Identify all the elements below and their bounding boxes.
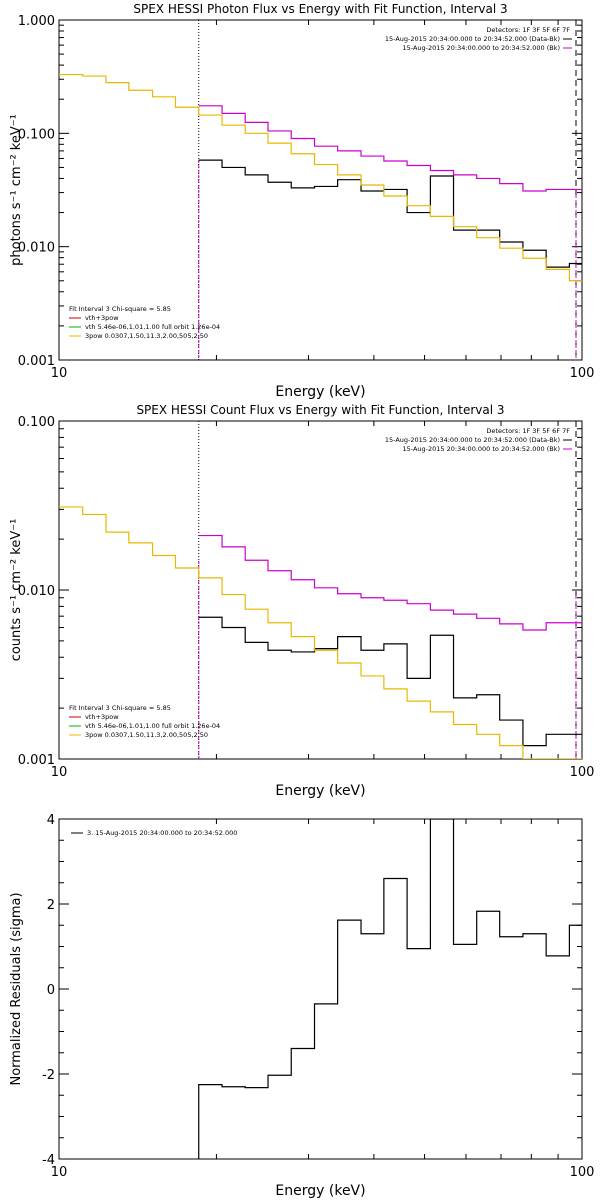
y-axis-label: counts s⁻¹ cm⁻² keV⁻¹ — [9, 519, 24, 662]
series-line-1 — [198, 616, 582, 747]
x-tick-label: 10 — [51, 366, 68, 381]
y-tick-label: 0 — [47, 983, 55, 998]
legend-text: 15-Aug-2015 20:34:00.000 to 20:34:52.000… — [385, 35, 560, 43]
series-line-3 — [59, 506, 582, 759]
y-tick-label: 0.010 — [18, 241, 55, 256]
x-tick-label: 10 — [51, 1165, 68, 1180]
plot-frame — [58, 818, 583, 1160]
y-tick-label: 0.100 — [18, 127, 55, 142]
legend-text: 3pow 0.0307,1.50,11.3,2.00,505,2.50 — [85, 332, 208, 340]
legend-text: Fit Interval 3 Chi-square = 5.85 — [69, 704, 171, 712]
series-line-2 — [198, 534, 582, 631]
y-tick-label: 0.001 — [18, 753, 55, 768]
legend-text: 15-Aug-2015 20:34:00.000 to 20:34:52.000… — [403, 44, 560, 52]
legend-text: vth 5.46e-06,1.01,1.00 full orbit 1.26e-… — [85, 323, 220, 331]
y-tick-label: 0.010 — [18, 584, 55, 599]
y-tick-label: -2 — [42, 1068, 55, 1083]
series-line-3 — [59, 73, 582, 282]
x-axis-label: Energy (keV) — [275, 1183, 365, 1199]
y-tick-label: 0.001 — [18, 354, 55, 369]
panel-2: SPEX HESSI Count Flux vs Energy with Fit… — [9, 403, 594, 799]
x-tick-label: 10 — [51, 765, 68, 780]
legend-text: vth 5.46e-06,1.01,1.00 full orbit 1.26e-… — [85, 722, 220, 730]
legend-text: Detectors: 1F 3F 5F 6F 7F — [486, 26, 570, 34]
panel-3: 10 100 Energy (keV) -4 -2 0 2 4 Normalized Resid… — [9, 813, 594, 1199]
x-axis-label: Energy (keV) — [275, 783, 365, 799]
legend-text: 3pow 0.0307,1.50,11.3,2.00,505,2.50 — [85, 731, 208, 739]
panel-1: SPEX HESSI Photon Flux vs Energy with Fi… — [9, 2, 594, 400]
x-tick-label: 100 — [570, 1165, 595, 1180]
y-tick-label: -4 — [42, 1153, 55, 1168]
legend-text: Fit Interval 3 Chi-square = 5.85 — [69, 305, 171, 313]
legend-text: Detectors: 1F 3F 5F 6F 7F — [486, 427, 570, 435]
legend-text: 3. 15-Aug-2015 20:34:00.000 to 20:34:52.… — [87, 829, 237, 837]
legend-text: vth+3pow — [85, 713, 119, 721]
y-axis-label: photons s⁻¹ cm⁻² keV⁻¹ — [9, 114, 24, 266]
chart-title: SPEX HESSI Count Flux vs Energy with Fit… — [136, 403, 504, 417]
y-tick-label: 0.100 — [18, 415, 55, 430]
y-tick-label: 4 — [47, 813, 55, 828]
y-axis-label: Normalized Residuals (sigma) — [9, 892, 24, 1085]
legend-text: 15-Aug-2015 20:34:00.000 to 20:34:52.000… — [403, 445, 560, 453]
legend-text: vth+3pow — [85, 314, 119, 322]
x-tick-label: 100 — [570, 366, 595, 381]
chart-title: SPEX HESSI Photon Flux vs Energy with Fi… — [133, 2, 507, 16]
x-tick-label: 100 — [570, 765, 595, 780]
series-line-2 — [198, 105, 582, 192]
x-axis-label: Energy (keV) — [275, 384, 365, 400]
series-line-1 — [198, 159, 582, 268]
legend-text: 15-Aug-2015 20:34:00.000 to 20:34:52.000… — [385, 436, 560, 444]
y-tick-label: 2 — [47, 898, 55, 913]
series-line-1 — [198, 819, 582, 1159]
y-tick-label: 1.000 — [18, 14, 55, 29]
